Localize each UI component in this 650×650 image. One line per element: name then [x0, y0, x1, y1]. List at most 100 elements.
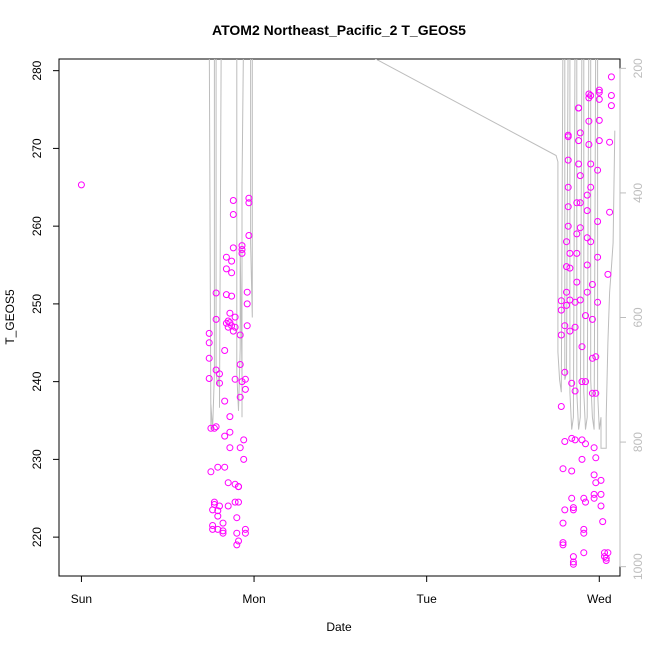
data-point	[576, 172, 584, 180]
data-point	[573, 278, 581, 286]
data-point	[210, 501, 218, 508]
right-y-tick-label: 600	[631, 307, 645, 327]
data-points	[77, 73, 615, 568]
data-point	[580, 525, 588, 533]
data-point	[228, 257, 236, 265]
data-point	[583, 234, 591, 242]
data-point	[563, 301, 570, 309]
data-point	[568, 494, 576, 502]
data-point	[578, 343, 586, 351]
data-point	[231, 313, 239, 321]
data-point	[235, 483, 242, 491]
data-point	[77, 181, 85, 189]
data-point	[219, 529, 227, 537]
data-point	[229, 211, 237, 218]
data-point	[573, 230, 581, 238]
data-point	[576, 199, 584, 207]
data-point	[592, 454, 600, 462]
data-point	[221, 397, 229, 405]
data-point	[564, 183, 572, 191]
data-point	[240, 436, 248, 444]
data-point	[564, 222, 572, 230]
data-point	[576, 296, 584, 304]
data-point	[607, 92, 615, 99]
data-point	[561, 506, 569, 514]
data-point	[571, 323, 579, 331]
data-point	[569, 560, 577, 568]
data-point	[585, 141, 593, 148]
data-point	[588, 281, 596, 288]
right-y-tick-label: 1000	[631, 553, 645, 580]
data-point	[597, 476, 605, 484]
data-point	[583, 261, 591, 269]
data-point	[222, 253, 230, 261]
data-point	[557, 331, 565, 339]
data-point	[563, 288, 570, 296]
data-point	[235, 498, 242, 506]
data-point	[241, 385, 249, 393]
data-point	[216, 370, 223, 378]
data-point	[243, 322, 251, 330]
data-point	[561, 322, 569, 330]
data-point	[221, 347, 229, 354]
data-point	[590, 444, 598, 452]
data-point	[238, 246, 246, 253]
data-point	[559, 541, 567, 549]
data-point	[575, 104, 583, 112]
x-tick-label: Mon	[242, 592, 265, 606]
data-point	[229, 197, 237, 204]
data-point	[224, 502, 232, 510]
data-point	[212, 315, 220, 323]
right-y-tick-label: 400	[631, 183, 645, 203]
data-point	[236, 331, 244, 339]
data-point	[576, 129, 584, 137]
y-tick-label: 280	[30, 60, 44, 80]
data-point	[226, 428, 234, 436]
data-point	[207, 468, 215, 476]
y-axis-label: T_GEOS5	[3, 289, 17, 345]
data-point	[224, 479, 232, 487]
data-point	[597, 490, 605, 498]
data-point	[569, 558, 577, 566]
x-axis-label: Date	[326, 620, 352, 634]
data-point	[566, 249, 574, 257]
data-point	[205, 329, 213, 337]
data-point	[573, 199, 581, 207]
y-axis: 220 230 240 250 260 270 280	[30, 60, 60, 547]
data-point	[228, 292, 236, 300]
data-point	[569, 553, 577, 561]
data-point	[569, 506, 577, 514]
data-point	[595, 88, 603, 96]
data-point	[588, 354, 596, 362]
data-point	[566, 327, 574, 335]
data-point	[210, 498, 218, 506]
right-y-axis: 200 400 600 800 1000	[619, 58, 645, 580]
data-point	[245, 194, 253, 202]
data-point	[578, 378, 586, 386]
data-point	[582, 378, 589, 386]
data-point	[569, 504, 577, 512]
data-point	[594, 298, 602, 306]
data-point	[561, 438, 569, 445]
data-point	[606, 208, 614, 216]
data-point	[607, 102, 615, 110]
data-point	[557, 403, 565, 410]
data-point	[563, 238, 570, 246]
data-point	[595, 137, 603, 145]
data-point	[606, 138, 614, 146]
x-tick-label: Wed	[587, 592, 611, 606]
y-tick-label: 250	[30, 294, 44, 314]
data-point	[595, 95, 603, 103]
data-point	[219, 527, 227, 535]
data-point	[568, 467, 576, 475]
data-point	[585, 117, 593, 125]
data-point	[214, 463, 222, 471]
data-point	[571, 387, 579, 395]
data-point	[578, 436, 586, 444]
data-point	[568, 379, 576, 387]
data-point	[238, 242, 246, 250]
data-point	[224, 317, 232, 325]
data-point	[588, 315, 596, 323]
series-line	[208, 59, 616, 449]
